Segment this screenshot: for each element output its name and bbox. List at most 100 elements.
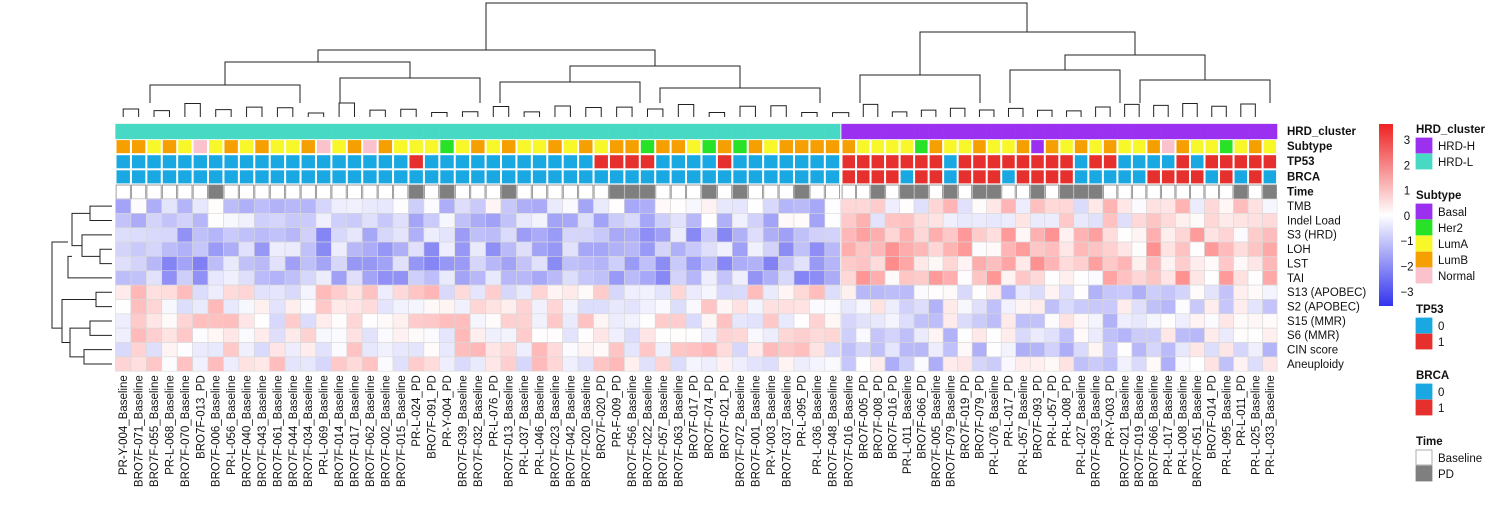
heatmap-cell	[1247, 241, 1263, 257]
column-label: BRO7F-074_PD	[704, 375, 716, 459]
heatmap-cell	[1073, 313, 1089, 329]
annotation-cell-tp53	[686, 154, 702, 170]
heatmap-cell	[238, 284, 255, 300]
heatmap-cell	[485, 327, 502, 343]
heatmap-cell	[146, 198, 163, 214]
heatmap-cell	[146, 356, 163, 372]
heatmap-cell	[884, 213, 900, 229]
heatmap-cell	[1262, 241, 1278, 257]
heatmap-cell	[115, 299, 132, 315]
legend-swatch	[1415, 137, 1433, 154]
annotation-tracks	[115, 123, 1278, 200]
heatmap-cell	[1102, 342, 1118, 358]
column-label: BRO7F-063_Baseline	[673, 375, 685, 487]
heatmap-cell	[1000, 256, 1017, 272]
annotation-cell-brca	[470, 169, 486, 185]
heatmap-cell	[439, 241, 456, 257]
column-label: BRO7F-016_Baseline	[844, 375, 856, 487]
annotation-cell-brca	[899, 169, 914, 185]
column-label: PR-L-008_Baseline	[1178, 375, 1190, 475]
heatmap-cell	[685, 342, 702, 358]
annotation-cell-subtype	[670, 139, 686, 154]
heatmap-cell	[624, 327, 641, 343]
heatmap-cell	[1088, 213, 1104, 229]
heatmap-cell	[1160, 284, 1176, 300]
heatmap-cell	[377, 284, 394, 300]
color-scale-tick: −2	[1400, 262, 1413, 274]
heatmap-cell	[253, 356, 270, 372]
column-label: BRO7F-023_Baseline	[550, 375, 562, 487]
heatmap-cell	[1000, 342, 1017, 358]
heatmap-cell	[654, 227, 671, 243]
heatmap-cell	[942, 313, 958, 329]
heatmap-cell	[1000, 241, 1017, 257]
heatmap-cell	[1131, 198, 1147, 214]
heatmap-cell	[670, 227, 687, 243]
heatmap-cell	[130, 284, 147, 300]
heatmap-cell	[346, 313, 363, 329]
color-scale-tick: 2	[1404, 160, 1410, 172]
heatmap-cell	[485, 299, 502, 315]
heatmap-cell	[315, 299, 332, 315]
heatmap-cell	[1204, 227, 1220, 243]
heatmap-cell	[238, 256, 255, 272]
annotation-cell-hrd_cluster	[331, 123, 347, 140]
heatmap-cell	[747, 270, 764, 286]
annotation-cell-hrd_cluster	[254, 123, 270, 140]
annotation-cell-brca	[1117, 169, 1132, 185]
heatmap-cell	[207, 198, 224, 214]
annotation-cell-hrd_cluster	[207, 123, 224, 140]
heatmap-cell	[546, 284, 563, 300]
annotation-cell-brca	[254, 169, 270, 185]
heatmap-cell	[1015, 342, 1031, 358]
heatmap-cell	[624, 227, 641, 243]
color-scale-tick: −1	[1400, 236, 1413, 248]
column-label: BRO7F-079_Baseline	[945, 375, 957, 487]
heatmap-cell	[1102, 284, 1118, 300]
heatmap-cell	[1204, 256, 1220, 272]
annotation-cell-time	[1088, 184, 1103, 200]
heatmap-cell	[192, 299, 209, 315]
annotation-cell-time	[609, 184, 625, 200]
annotation-cell-subtype	[532, 139, 548, 154]
heatmap-cell	[516, 284, 533, 300]
annotation-cell-hrd_cluster	[1015, 123, 1031, 140]
heatmap-cell	[685, 256, 702, 272]
annotation-cell-hrd_cluster	[1233, 123, 1249, 140]
annotation-cell-hrd_cluster	[300, 123, 317, 140]
heatmap-cell	[1088, 227, 1104, 243]
heatmap-cell	[942, 284, 958, 300]
annotation-cell-subtype	[763, 139, 779, 154]
heatmap-cell	[377, 356, 394, 372]
annotation-cell-time	[269, 184, 285, 200]
heatmap-cell	[253, 256, 270, 272]
heatmap-cell	[115, 198, 132, 214]
heatmap-cell	[1044, 342, 1060, 358]
heatmap-cell	[1102, 270, 1118, 286]
heatmap-cell	[1015, 327, 1031, 343]
annotation-cell-hrd_cluster	[1160, 123, 1176, 140]
heatmap-cell	[670, 299, 687, 315]
heatmap-cell	[1029, 284, 1046, 300]
heatmap-cell	[577, 198, 594, 214]
heatmap-cell	[223, 198, 240, 214]
heatmap-cell	[593, 356, 610, 372]
heatmap-cell	[439, 198, 456, 214]
heatmap-cell	[439, 356, 456, 372]
heatmap-cell	[1015, 241, 1031, 257]
heatmap-cell	[1117, 284, 1133, 300]
heatmap-cell	[392, 270, 409, 286]
heatmap-cell	[1117, 342, 1133, 358]
heatmap-cell	[608, 356, 625, 372]
annotation-cell-subtype	[501, 139, 517, 154]
legend-swatch	[1415, 203, 1433, 220]
heatmap-cell	[1233, 227, 1249, 243]
heatmap-cell	[670, 256, 687, 272]
annotation-cell-brca	[131, 169, 147, 185]
annotation-track-label: BRCA	[1287, 171, 1320, 183]
heatmap-cell	[608, 241, 625, 257]
heatmap-cell	[1088, 198, 1104, 214]
heatmap-cell	[899, 327, 915, 343]
heatmap-cell	[701, 342, 718, 358]
heatmap-cell	[1088, 356, 1104, 372]
